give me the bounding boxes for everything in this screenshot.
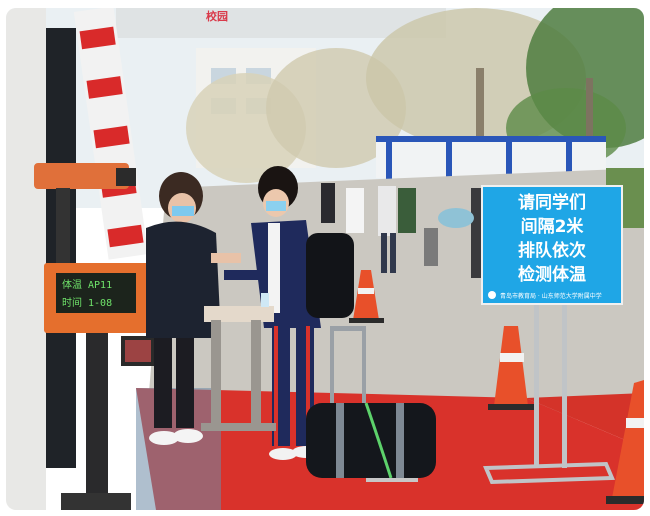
notice-sign: 请同学们 间隔2米 排队依次 检测体温 青岛市教育局 · 山东师范大学附属中学 <box>481 185 623 305</box>
sign-footer: 青岛市教育局 · 山东师范大学附属中学 <box>500 292 602 300</box>
gate-wall <box>6 8 46 510</box>
sign-logo-icon <box>488 291 496 299</box>
photo-frame: 校园 <box>6 8 644 510</box>
sign-line-1: 请同学们 <box>518 192 586 213</box>
scanner-line-2: 时间 1-08 <box>62 296 112 309</box>
trees <box>186 8 644 188</box>
thermal-scanner-device: 体温 AP11 时间 1-08 <box>34 163 156 510</box>
traffic-cones <box>349 270 644 504</box>
luggage-bag <box>306 326 436 482</box>
sign-line-3: 排队依次 <box>518 240 586 261</box>
check-table <box>201 293 276 431</box>
sign-stand <box>483 298 615 485</box>
photo-scene: 校园 <box>6 8 644 510</box>
scanner-line-1: 体温 AP11 <box>62 279 112 291</box>
sign-line-2: 间隔2米 <box>521 216 585 237</box>
staff-member <box>146 172 241 445</box>
scanner-screen <box>56 273 136 313</box>
sign-line-4: 检测体温 <box>518 264 586 285</box>
gate-banner-text: 校园 <box>206 9 228 23</box>
campus-gate-roof <box>116 8 446 38</box>
backpack <box>306 233 354 318</box>
